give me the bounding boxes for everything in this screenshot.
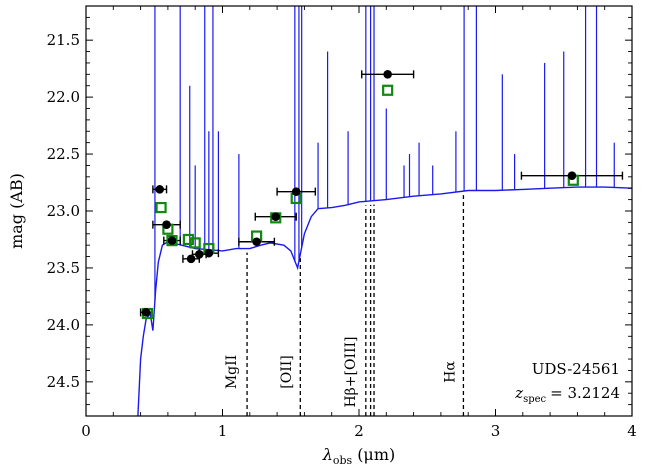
emission-line-label: Hβ+[OIII] [343,336,359,407]
observed-photometry-point [167,236,177,245]
y-tick-label: 24.5 [47,373,80,391]
model-photometry-square [166,235,178,247]
emission-line-label: Hα [443,361,459,383]
model-photometry-square [382,84,394,96]
y-tick-label: 23.0 [47,202,80,220]
emission-line-label: MgII [224,355,240,389]
x-tick-label: 2 [354,422,364,440]
observed-photometry-point [271,212,281,221]
y-tick-label: 22.5 [47,145,80,163]
observed-photometry-point [567,171,577,180]
observed-photometry-point [162,220,171,229]
plot-frame [85,5,633,417]
observed-photometry-point [194,249,204,259]
object-name: UDS-24561 [532,360,620,378]
x-tick-label: 1 [218,422,228,440]
observed-photometry-point [291,187,301,196]
observed-photometry-point [141,308,151,317]
y-tick-label: 24.0 [47,316,80,334]
model-spectrum [137,6,632,416]
y-axis-label: mag (AB) [7,173,26,249]
photometry-points [139,70,624,320]
observed-photometry-point [155,185,165,194]
y-tick-label: 23.5 [47,259,80,277]
y-tick-label: 22.0 [47,88,80,106]
spectrum-continuum [137,186,632,416]
x-tick-label: 4 [627,422,637,440]
observed-photometry-point [383,70,392,79]
emission-line-label: [OII] [279,355,295,388]
observed-photometry-point [252,237,261,247]
redshift-label: zspec = 3.2124 [514,384,620,405]
observed-photometry-point [186,254,196,264]
emission-lines: MgII [OII] Hβ+[OIII] Hα [224,195,465,416]
x-tick-label: 3 [491,422,501,440]
model-photometry-square [155,201,167,214]
x-axis-label: λobs (μm) [322,445,396,467]
x-tick-label: 0 [81,422,91,440]
y-tick-label: 21.5 [47,31,80,49]
model-photometry-square [189,237,201,249]
observed-photometry-point [204,248,214,258]
